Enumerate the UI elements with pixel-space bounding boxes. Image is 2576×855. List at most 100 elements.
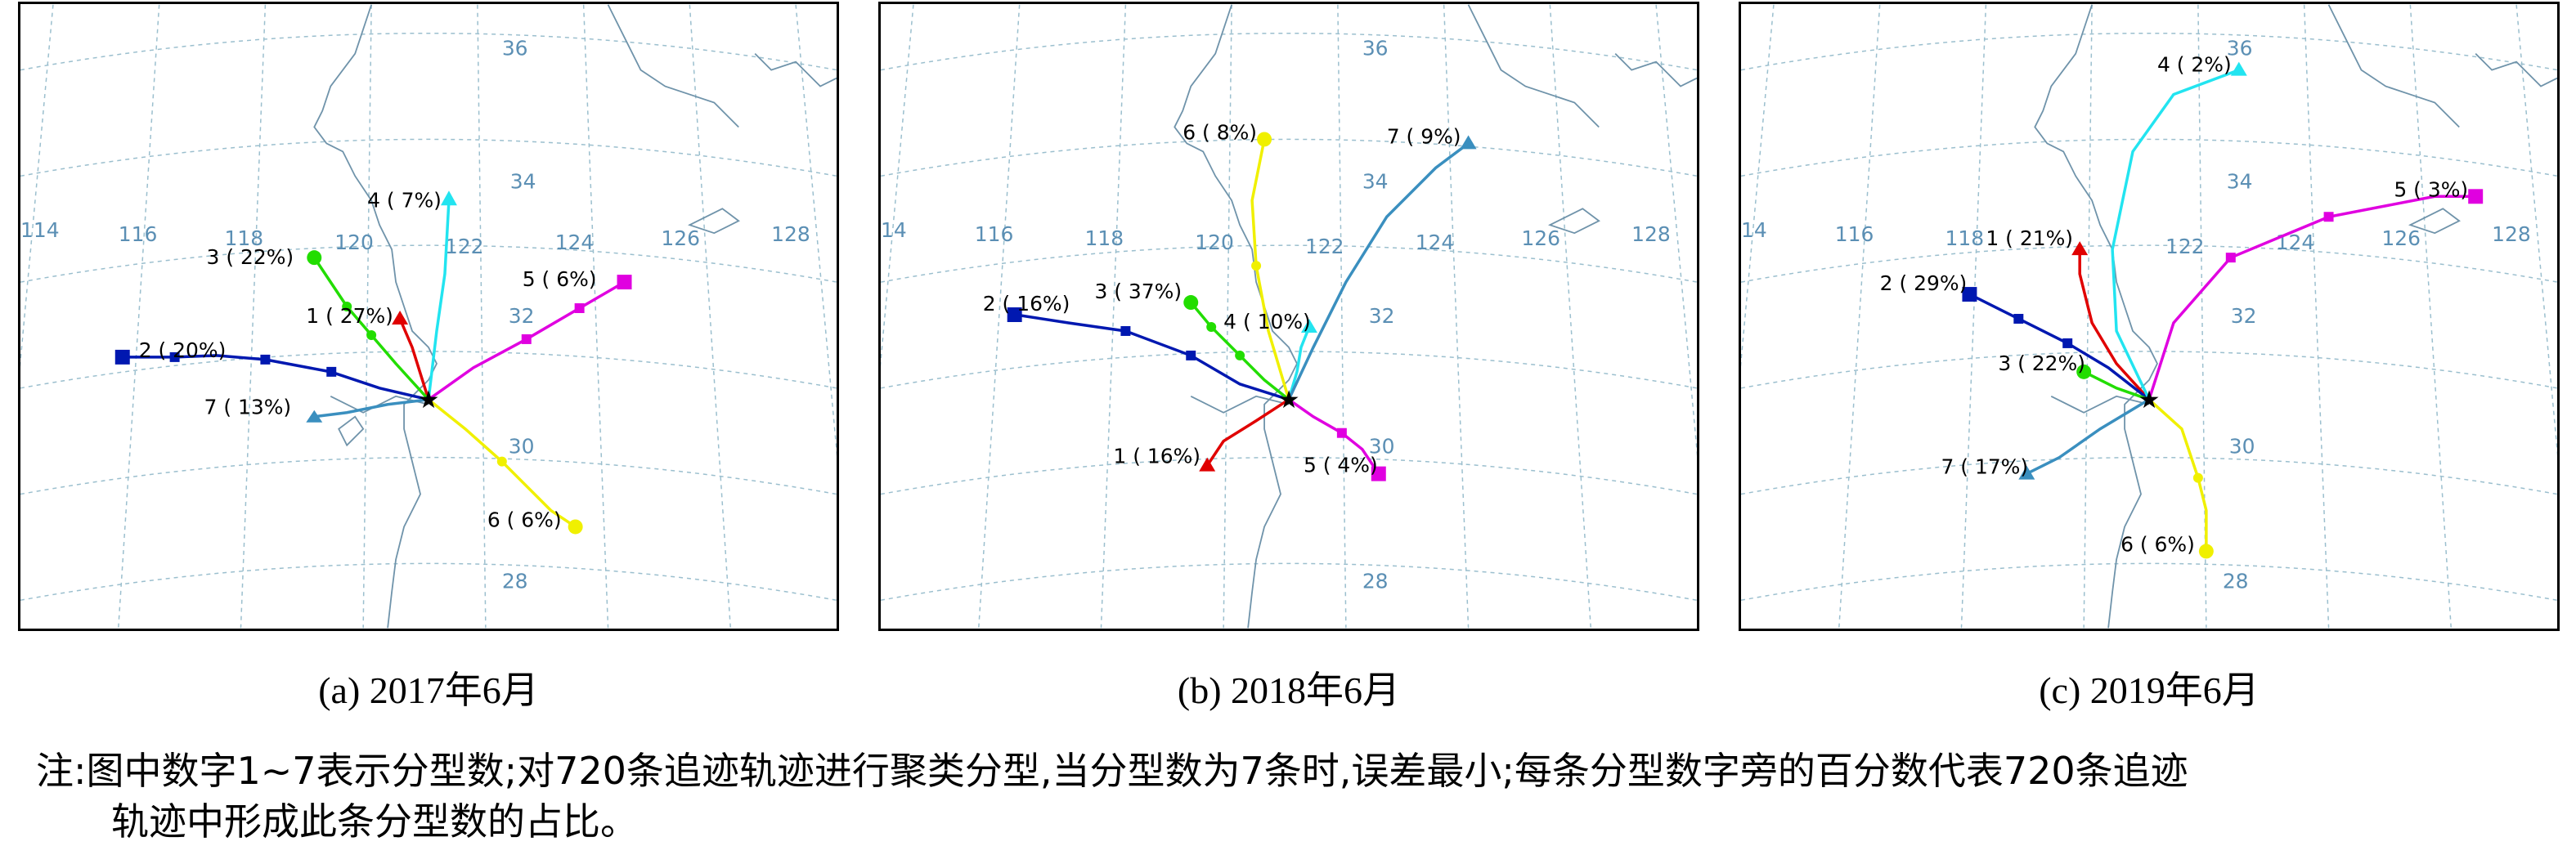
track-2-end-marker	[1007, 307, 1022, 322]
lon-label: 122	[2165, 235, 2205, 258]
lon-label: 126	[1521, 226, 1560, 250]
track-2-marker	[1120, 325, 1131, 336]
note-line-1: 注:图中数字1~7表示分型数;对720条追迹轨迹进行聚类分型,当分型数为7条时,…	[36, 749, 2188, 793]
track-2-end-marker	[1962, 287, 1977, 302]
track-label-3: 3 ( 37%)	[1094, 280, 1182, 303]
track-3-end-marker	[307, 250, 322, 266]
track-1	[2078, 249, 2151, 401]
lon-label: 118	[1945, 226, 1985, 250]
origin-star-icon: ★	[418, 387, 440, 414]
coastline	[2034, 4, 2557, 629]
track-3-marker	[1235, 350, 1245, 360]
lat-label: 30	[1369, 435, 1395, 459]
lon-label: 126	[2381, 226, 2421, 250]
track-5-marker	[574, 303, 585, 314]
panel-a-map: 36 34 32 30 28 114 116 118 120 122 124 1…	[20, 4, 837, 629]
lon-label: 128	[1631, 222, 1671, 246]
track-4-end-marker	[440, 190, 457, 206]
track-5-end-marker	[2468, 189, 2484, 204]
track-label-7: 7 ( 9%)	[1387, 124, 1461, 148]
track-label-5: 5 ( 3%)	[2394, 177, 2468, 201]
graticule	[881, 4, 1697, 629]
track-5-marker	[1336, 428, 1347, 438]
track-label-1: 1 ( 21%)	[1986, 226, 2073, 250]
lat-label: 32	[509, 304, 535, 328]
lat-label: 34	[510, 169, 536, 193]
graticule	[20, 4, 837, 629]
lon-label: 128	[2492, 222, 2531, 246]
lat-label: 36	[1362, 37, 1389, 60]
track-5-marker	[2225, 253, 2236, 263]
lat-label: 36	[2227, 37, 2253, 60]
track-7-end-marker	[1460, 135, 1477, 150]
track-markers: ★	[114, 190, 632, 535]
track-7	[314, 398, 429, 419]
lon-label: 14	[881, 218, 907, 242]
track-label-3: 3 ( 22%)	[207, 245, 294, 269]
track-label-5: 5 ( 6%)	[523, 267, 597, 291]
track-markers: ★	[1007, 132, 1477, 481]
lat-labels: 36 34 32 30 28	[1362, 37, 1395, 593]
lon-label: 120	[1195, 231, 1234, 254]
lat-label: 36	[502, 37, 528, 60]
track-label-7: 7 ( 17%)	[1941, 455, 2029, 479]
track-label-2: 2 ( 20%)	[139, 338, 227, 362]
lat-label: 28	[1362, 569, 1389, 593]
lat-label: 28	[502, 569, 528, 593]
track-2	[1015, 313, 1290, 401]
note-line-2: 轨迹中形成此条分型数的占比。	[111, 799, 638, 844]
track-4	[1287, 326, 1311, 401]
track-label-3: 3 ( 22%)	[1998, 351, 2085, 375]
panel-a: 36 34 32 30 28 114 116 118 120 122 124 1…	[18, 2, 839, 631]
lon-label: 122	[445, 235, 484, 258]
panel-c: 36 34 32 30 28 14 116 118 122 124 126 12…	[1739, 2, 2560, 631]
track-label-6: 6 ( 6%)	[2120, 532, 2195, 556]
track-label-1: 1 ( 27%)	[306, 304, 393, 328]
lat-labels: 36 34 32 30 28	[502, 37, 536, 593]
graticule	[1741, 4, 2557, 629]
caption-a: (a) 2017年6月	[318, 669, 539, 711]
track-1-end-marker	[1199, 457, 1216, 472]
track-4	[427, 200, 451, 401]
lon-label: 118	[225, 226, 264, 250]
track-labels: 1 ( 21%) 2 ( 29%) 3 ( 22%) 4 ( 2%) 5 ( 3…	[1880, 53, 2468, 557]
track-7-end-marker	[306, 410, 323, 423]
lon-label: 120	[334, 231, 374, 254]
track-label-4: 4 ( 7%)	[367, 188, 442, 212]
track-4	[2111, 68, 2240, 401]
track-3-end-marker	[2076, 364, 2092, 379]
track-6-marker	[1251, 261, 1262, 271]
track-5-marker	[2323, 212, 2334, 222]
caption-b: (b) 2018年6月	[1177, 669, 1401, 711]
track-2-marker	[169, 351, 180, 362]
lon-label: 114	[20, 218, 60, 242]
lat-label: 32	[2231, 304, 2257, 328]
track-label-4: 4 ( 2%)	[2157, 53, 2232, 77]
track-7	[2026, 398, 2150, 476]
track-2-marker	[2013, 314, 2024, 324]
lon-label: 126	[661, 226, 700, 250]
track-5	[2147, 195, 2476, 401]
track-1	[398, 318, 430, 401]
track-4-end-marker	[1300, 318, 1317, 333]
track-2-marker	[260, 354, 271, 365]
lon-label: 124	[2276, 231, 2315, 254]
lat-label: 32	[1369, 304, 1395, 328]
lat-labels: 36 34 32 30 28	[2223, 37, 2257, 593]
track-2	[1968, 293, 2151, 401]
track-6-end-marker	[568, 519, 583, 535]
lon-label: 124	[555, 231, 595, 254]
track-5-end-marker	[617, 275, 632, 290]
trajectories	[1015, 139, 1470, 475]
track-3-marker	[1206, 321, 1217, 332]
track-markers: ★	[1962, 61, 2484, 559]
panel-c-map: 36 34 32 30 28 14 116 118 122 124 126 12…	[1741, 4, 2557, 629]
lon-label: 116	[1835, 222, 1874, 246]
track-1-end-marker	[2071, 241, 2089, 256]
lat-label: 34	[1362, 169, 1389, 193]
track-2-end-marker	[114, 349, 130, 365]
origin-star-icon: ★	[2138, 387, 2161, 414]
track-label-6: 6 ( 6%)	[487, 508, 562, 531]
lon-labels: 14 116 118 120 122 124 126 128	[881, 218, 1671, 258]
track-2	[122, 354, 429, 401]
